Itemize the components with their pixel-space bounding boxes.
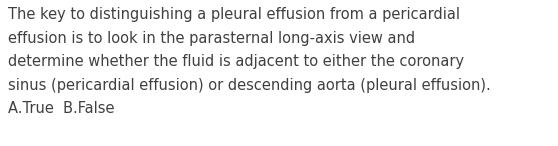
Text: A.True  B.False: A.True B.False: [8, 101, 115, 117]
Text: The key to distinguishing a pleural effusion from a pericardial: The key to distinguishing a pleural effu…: [8, 7, 460, 22]
Text: effusion is to look in the parasternal long-axis view and: effusion is to look in the parasternal l…: [8, 31, 416, 46]
Text: sinus (pericardial effusion) or descending aorta (pleural effusion).: sinus (pericardial effusion) or descendi…: [8, 78, 491, 93]
Text: determine whether the fluid is adjacent to either the coronary: determine whether the fluid is adjacent …: [8, 54, 464, 69]
